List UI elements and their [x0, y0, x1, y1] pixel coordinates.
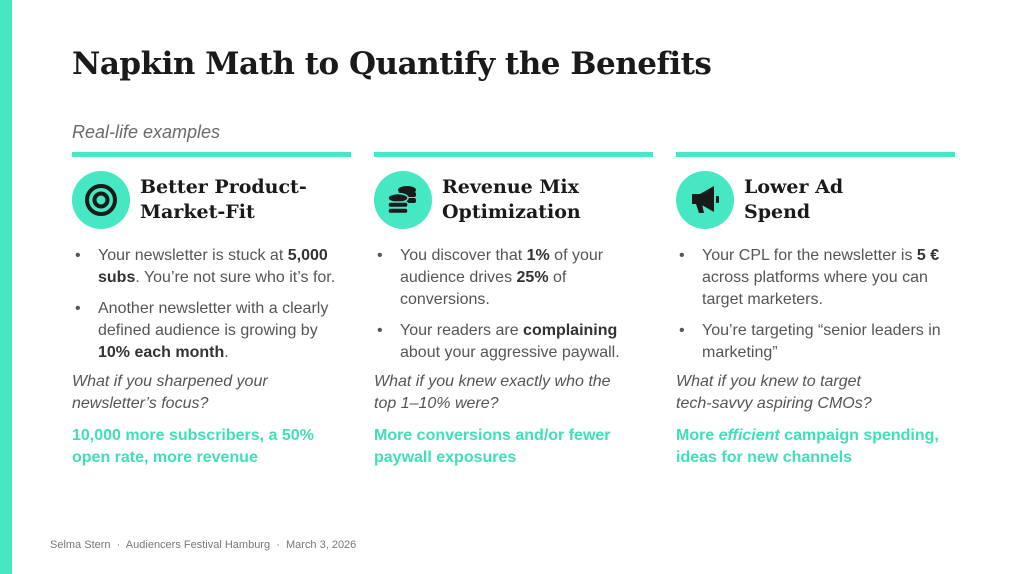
bullet-item: You discover that 1% of your audience dr…	[374, 245, 653, 311]
text-segment: Your newsletter is stuck at	[98, 247, 288, 264]
benefit-column: Revenue Mix Optimization You discover th…	[374, 152, 653, 469]
megaphone-icon	[676, 171, 734, 229]
text-segment: campaign spending, ideas for new channel…	[676, 427, 939, 466]
column-heading: Better Product- Market-Fit	[140, 176, 307, 223]
text-segment: 1%	[526, 247, 550, 264]
slide-title: Napkin Math to Quantify the Benefits	[72, 46, 712, 82]
column-rule	[676, 152, 955, 157]
slide-subtitle: Real-life examples	[72, 122, 221, 142]
bullet-item: Your newsletter is stuck at 5,000 subs. …	[72, 245, 351, 289]
text-segment: 5,000 subs	[98, 247, 328, 286]
question: What if you sharpened your newsletter’s …	[72, 373, 268, 412]
question: What if you knew exactly who the top 1–1…	[374, 373, 611, 412]
text-segment: Your readers are	[400, 322, 524, 339]
target-icon	[72, 171, 130, 229]
text-segment: across platforms where you can target ma…	[702, 269, 928, 308]
bullet-item: Another newsletter with a clearly define…	[72, 298, 351, 364]
text-segment: about your aggressive paywall.	[400, 344, 620, 361]
bullet-item: Your readers are complaining about your …	[374, 320, 653, 364]
bullet-list: Your newsletter is stuck at 5,000 subs. …	[72, 245, 351, 364]
accent-bar	[0, 0, 12, 574]
column-rule	[72, 152, 351, 157]
column-heading: Lower Ad Spend	[744, 176, 844, 223]
text-segment: 25%	[516, 269, 549, 286]
text-segment: of conversions.	[400, 269, 567, 308]
benefit-column: Lower Ad Spend Your CPL for the newslett…	[676, 152, 955, 469]
bullet-item: You’re targeting “senior leaders in mark…	[676, 320, 955, 364]
column-rule	[374, 152, 653, 157]
text-segment: More conversions and/or fewer paywall ex…	[374, 427, 611, 466]
text-segment: More	[676, 427, 719, 444]
bullet-list: You discover that 1% of your audience dr…	[374, 245, 653, 364]
text-segment: .	[224, 344, 229, 361]
footer: Selma Stern · Audiencers Festival Hambur…	[50, 539, 357, 551]
bullet-list: Your CPL for the newsletter is 5 € acros…	[676, 245, 955, 364]
text-segment: 10% each month	[98, 344, 225, 361]
result: 10,000 more subscribers, a 50% open rate…	[72, 425, 351, 469]
text-segment: 5 €	[916, 247, 940, 264]
question: What if you knew to target tech-savvy as…	[676, 373, 872, 412]
text-segment: . You’re not sure who it’s for.	[135, 269, 336, 286]
coins-icon	[374, 171, 432, 229]
bullet-item: Your CPL for the newsletter is 5 € acros…	[676, 245, 955, 311]
benefit-column: Better Product- Market-Fit Your newslett…	[72, 152, 351, 469]
text-segment: You discover that	[400, 247, 527, 264]
text-segment: efficient	[718, 427, 780, 444]
text-segment: complaining	[523, 322, 618, 339]
column-heading: Revenue Mix Optimization	[442, 176, 581, 223]
text-segment: Another newsletter with a clearly define…	[98, 300, 329, 339]
text-segment: You’re targeting “senior leaders in mark…	[702, 322, 941, 361]
text-segment: Your CPL for the newsletter is	[702, 247, 917, 264]
result: More efficient campaign spending, ideas …	[676, 425, 955, 469]
text-segment: 10,000 more subscribers, a 50% open rate…	[72, 427, 314, 466]
text-segment: of your audience drives	[400, 247, 604, 286]
result: More conversions and/or fewer paywall ex…	[374, 425, 653, 469]
